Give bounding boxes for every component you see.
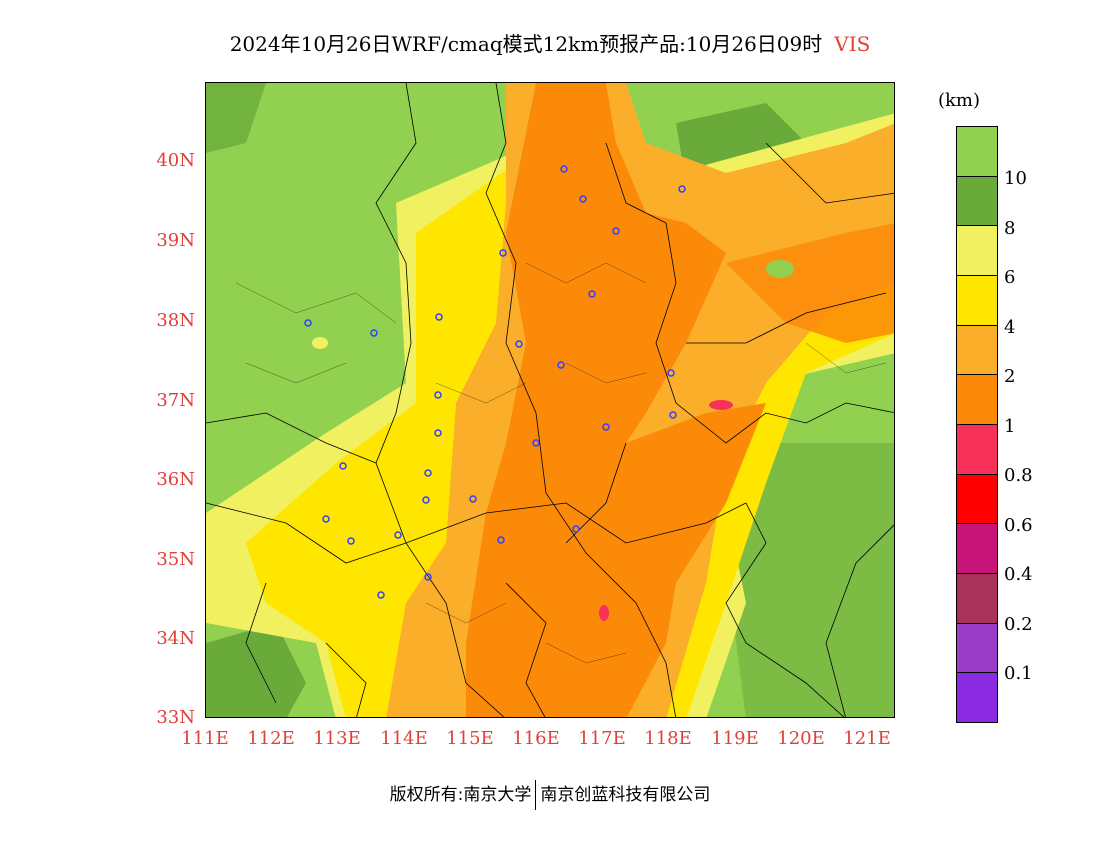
legend-label: 8 (1004, 218, 1016, 239)
legend-label: 0.6 (1004, 515, 1033, 536)
legend-swatch (957, 176, 997, 227)
lat-label-33n: 33N (156, 707, 195, 728)
lon-label-121e: 121E (843, 728, 891, 749)
copyright-footer: 版权所有:南京大学 南京创蓝科技有限公司 (0, 780, 1100, 810)
lon-label-119e: 119E (711, 728, 759, 749)
color-legend (956, 126, 998, 723)
footer-divider (535, 780, 537, 810)
lat-label-39n: 39N (156, 230, 195, 251)
lat-label-38n: 38N (156, 310, 195, 331)
legend-label: 0.8 (1004, 465, 1033, 486)
legend-swatch (957, 276, 997, 326)
legend-unit: (km) (938, 90, 981, 111)
lon-label-118e: 118E (644, 728, 692, 749)
copyright-text: 版权所有:南京大学 (389, 785, 532, 805)
legend-label: 6 (1004, 267, 1016, 288)
visibility-field (206, 83, 894, 717)
legend-label: 0.1 (1004, 663, 1033, 684)
lon-label-117e: 117E (578, 728, 626, 749)
lat-label-35n: 35N (156, 549, 195, 570)
legend-swatch (957, 673, 997, 723)
legend-swatch (957, 375, 997, 426)
legend-label: 10 (1004, 168, 1027, 189)
title-variable: VIS (834, 32, 871, 56)
lon-label-114e: 114E (380, 728, 428, 749)
lon-label-113e: 113E (313, 728, 361, 749)
legend-label: 2 (1004, 366, 1016, 387)
legend-swatch (957, 425, 997, 475)
legend-swatch (957, 127, 997, 177)
legend-swatch (957, 226, 997, 277)
legend-swatch (957, 524, 997, 575)
legend-swatch (957, 325, 997, 376)
lat-label-37n: 37N (156, 390, 195, 411)
lat-label-34n: 34N (156, 628, 195, 649)
company-text: 南京创蓝科技有限公司 (540, 785, 711, 805)
legend-label: 0.2 (1004, 614, 1033, 635)
lon-label-111e: 111E (181, 728, 229, 749)
visibility-map (205, 82, 895, 718)
legend-label: 4 (1004, 317, 1016, 338)
title-main: 2024年10月26日WRF/cmaq模式12km预报产品:10月26日09时 (229, 32, 823, 56)
lon-label-116e: 116E (512, 728, 560, 749)
lon-label-115e: 115E (446, 728, 494, 749)
lon-label-120e: 120E (777, 728, 825, 749)
map-title: 2024年10月26日WRF/cmaq模式12km预报产品:10月26日09时 V… (0, 28, 1100, 57)
legend-label: 1 (1004, 416, 1016, 437)
legend-swatch (957, 474, 997, 525)
legend-label: 0.4 (1004, 564, 1033, 585)
lat-label-36n: 36N (156, 469, 195, 490)
legend-swatch (957, 623, 997, 674)
legend-swatch (957, 574, 997, 624)
lat-label-40n: 40N (156, 150, 195, 171)
lon-label-112e: 112E (247, 728, 295, 749)
